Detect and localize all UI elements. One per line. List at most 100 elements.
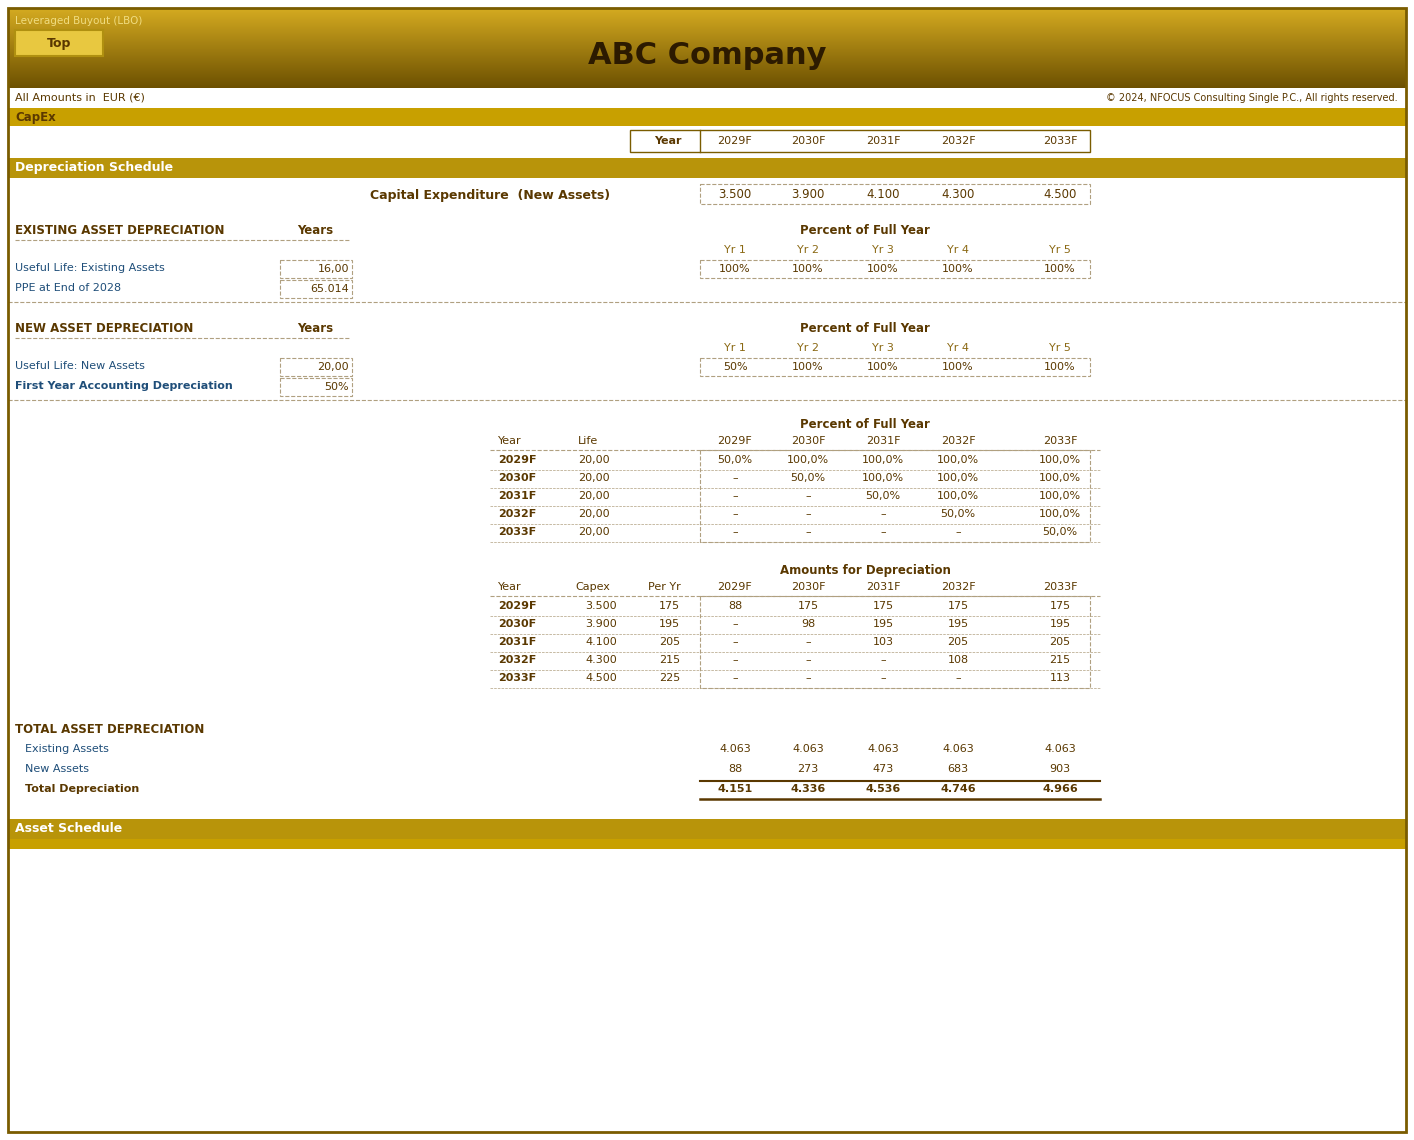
Bar — [8, 35, 1406, 36]
Bar — [280, 358, 352, 376]
Text: 100,0%: 100,0% — [788, 455, 829, 465]
Bar — [8, 819, 1406, 839]
Text: NEW ASSET DEPRECIATION: NEW ASSET DEPRECIATION — [16, 321, 194, 335]
Text: Yr 5: Yr 5 — [1049, 343, 1070, 353]
Bar — [8, 9, 1406, 10]
Bar — [8, 52, 1406, 54]
Text: Yr 3: Yr 3 — [872, 245, 894, 255]
Bar — [8, 158, 1406, 178]
Text: 2032F: 2032F — [498, 656, 536, 665]
Text: 100,0%: 100,0% — [1039, 508, 1082, 519]
Text: Year: Year — [498, 583, 522, 592]
Text: 175: 175 — [659, 601, 680, 611]
Text: –: – — [732, 491, 738, 500]
Bar — [8, 50, 1406, 51]
Text: 2030F: 2030F — [498, 473, 536, 483]
Text: 100,0%: 100,0% — [863, 455, 904, 465]
Bar — [8, 10, 1406, 11]
Text: 2030F: 2030F — [790, 136, 826, 146]
Bar — [8, 28, 1406, 31]
Text: –: – — [805, 508, 810, 519]
Text: Yr 1: Yr 1 — [724, 343, 747, 353]
Bar — [8, 76, 1406, 78]
Text: 473: 473 — [872, 764, 894, 774]
Bar — [8, 81, 1406, 82]
Bar — [8, 47, 1406, 49]
Text: –: – — [732, 508, 738, 519]
Bar — [8, 33, 1406, 34]
Bar — [8, 42, 1406, 43]
Text: 4.746: 4.746 — [940, 784, 976, 793]
Text: 20,00: 20,00 — [578, 455, 609, 465]
Text: 4.063: 4.063 — [720, 744, 751, 754]
Text: All Amounts in  EUR (€): All Amounts in EUR (€) — [16, 93, 144, 103]
Bar — [8, 52, 1406, 55]
Bar — [8, 22, 1406, 24]
Text: Yr 3: Yr 3 — [872, 343, 894, 353]
Text: 4.063: 4.063 — [942, 744, 974, 754]
Bar — [8, 21, 1406, 22]
Text: 903: 903 — [1049, 764, 1070, 774]
Text: Percent of Full Year: Percent of Full Year — [800, 418, 930, 431]
Text: 2032F: 2032F — [498, 508, 536, 519]
Text: –: – — [805, 637, 810, 648]
Text: –: – — [805, 527, 810, 537]
Bar — [700, 358, 1090, 376]
Text: 2032F: 2032F — [940, 136, 976, 146]
Text: 100%: 100% — [1044, 363, 1076, 372]
Bar — [8, 13, 1406, 14]
Bar — [8, 46, 1406, 48]
Text: 195: 195 — [659, 619, 680, 629]
Bar — [8, 64, 1406, 65]
Text: New Assets: New Assets — [25, 764, 89, 774]
Text: 175: 175 — [947, 601, 969, 611]
Text: –: – — [805, 656, 810, 665]
Text: 4.063: 4.063 — [1044, 744, 1076, 754]
Bar — [8, 55, 1406, 57]
Bar — [8, 36, 1406, 38]
Text: –: – — [732, 473, 738, 483]
Bar — [8, 79, 1406, 81]
Bar — [8, 44, 1406, 46]
Text: 195: 195 — [872, 619, 894, 629]
Bar — [8, 27, 1406, 28]
Bar — [8, 19, 1406, 21]
Text: 88: 88 — [728, 601, 742, 611]
Bar — [8, 17, 1406, 18]
Bar — [280, 378, 352, 396]
Bar — [700, 260, 1090, 278]
Bar — [8, 66, 1406, 67]
Text: 3.500: 3.500 — [718, 187, 752, 201]
Text: Yr 4: Yr 4 — [947, 245, 969, 255]
Bar — [8, 58, 1406, 59]
Bar — [8, 48, 1406, 49]
Text: 195: 195 — [1049, 619, 1070, 629]
Text: 4.100: 4.100 — [585, 637, 617, 648]
Text: 100,0%: 100,0% — [1039, 473, 1082, 483]
Text: –: – — [880, 527, 885, 537]
Text: 50,0%: 50,0% — [717, 455, 752, 465]
Text: 20,00: 20,00 — [578, 508, 609, 519]
Text: 2033F: 2033F — [498, 673, 536, 683]
Text: Capital Expenditure  (New Assets): Capital Expenditure (New Assets) — [370, 188, 609, 202]
Text: Total Depreciation: Total Depreciation — [25, 784, 139, 793]
Text: Year: Year — [498, 435, 522, 446]
Bar — [8, 28, 1406, 30]
Text: Year: Year — [655, 136, 682, 146]
Bar — [8, 8, 1406, 9]
Text: 100%: 100% — [792, 264, 824, 274]
Text: Yr 5: Yr 5 — [1049, 245, 1070, 255]
Text: –: – — [956, 673, 960, 683]
Text: 108: 108 — [947, 656, 969, 665]
Text: Amounts for Depreciation: Amounts for Depreciation — [779, 564, 950, 577]
Text: Top: Top — [47, 36, 71, 49]
Bar — [8, 21, 1406, 23]
Text: 98: 98 — [800, 619, 814, 629]
Text: 4.336: 4.336 — [790, 784, 826, 793]
Bar — [8, 839, 1406, 849]
Bar — [8, 23, 1406, 24]
Bar — [280, 280, 352, 298]
Text: 4.966: 4.966 — [1042, 784, 1077, 793]
Bar — [8, 26, 1406, 27]
Text: –: – — [732, 673, 738, 683]
